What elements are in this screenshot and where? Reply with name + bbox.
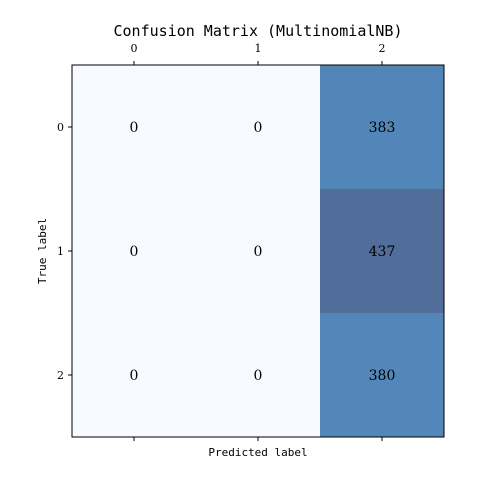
heatmap-cell-2-0 — [72, 313, 197, 438]
y-axis-label: True label — [36, 218, 49, 284]
cell-value-0-2: 383 — [369, 120, 396, 136]
y-tick-label-1: 1 — [57, 245, 64, 258]
y-tick-label-2: 2 — [57, 369, 64, 382]
cell-value-0-0: 0 — [130, 120, 139, 136]
y-axis-ticks: 0 1 2 — [57, 121, 72, 382]
heatmap-cell-1-2 — [320, 189, 445, 314]
x-axis-ticks: 0 1 2 — [131, 42, 386, 441]
cell-value-1-0: 0 — [130, 244, 139, 260]
heatmap-cell-1-1 — [196, 189, 321, 314]
cell-value-2-1: 0 — [254, 368, 263, 384]
x-tick-label-0: 0 — [131, 42, 138, 55]
heatmap-cell-0-2 — [320, 65, 445, 190]
cell-value-2-0: 0 — [130, 368, 139, 384]
heatmap-cell-1-0 — [72, 189, 197, 314]
heatmap-cells — [72, 65, 445, 438]
cell-value-1-2: 437 — [369, 244, 396, 260]
cell-value-labels: 0 0 383 0 0 437 0 0 380 — [130, 120, 396, 384]
heatmap-cell-0-1 — [196, 65, 321, 190]
heatmap-cell-2-1 — [196, 313, 321, 438]
heatmap-cell-0-0 — [72, 65, 197, 190]
cell-value-0-1: 0 — [254, 120, 263, 136]
y-tick-label-0: 0 — [57, 121, 64, 134]
chart-title: Confusion Matrix (MultinomialNB) — [114, 22, 403, 40]
cell-value-2-2: 380 — [369, 368, 396, 384]
x-tick-label-1: 1 — [255, 42, 262, 55]
cell-value-1-1: 0 — [254, 244, 263, 260]
heatmap-cell-2-2 — [320, 313, 445, 438]
x-axis-label: Predicted label — [208, 446, 307, 459]
x-tick-label-2: 2 — [379, 42, 386, 55]
